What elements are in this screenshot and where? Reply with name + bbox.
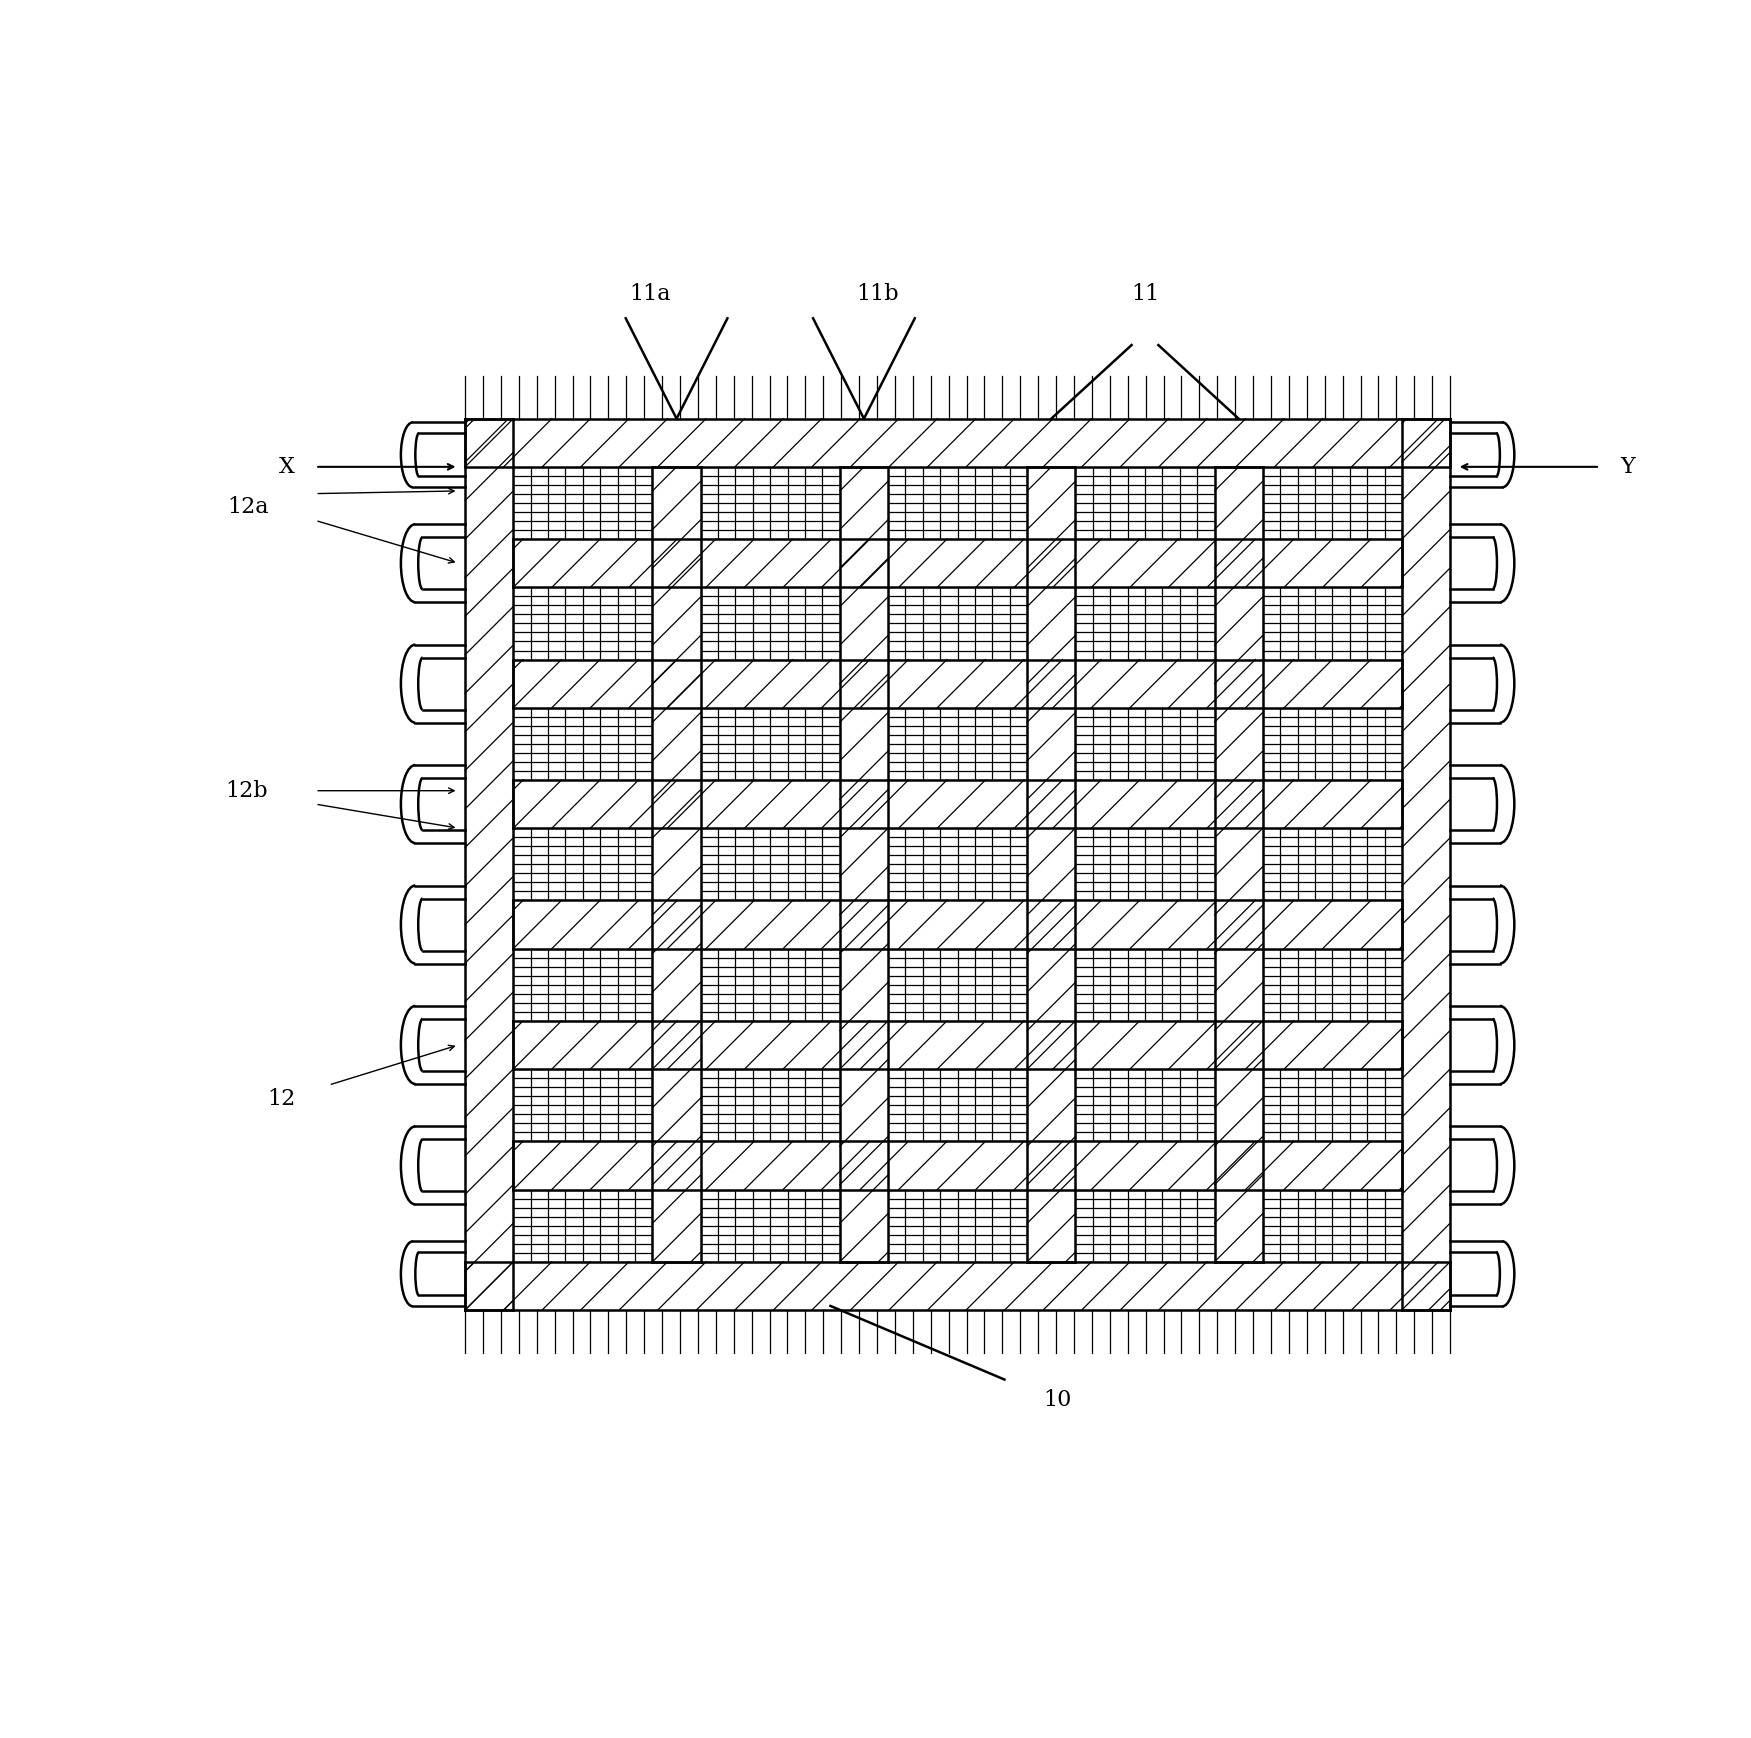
Polygon shape bbox=[1075, 949, 1215, 1020]
Polygon shape bbox=[513, 949, 653, 1020]
Polygon shape bbox=[840, 468, 888, 1262]
Polygon shape bbox=[700, 949, 840, 1020]
Text: 12b: 12b bbox=[226, 780, 268, 801]
Polygon shape bbox=[466, 419, 1450, 468]
Polygon shape bbox=[1075, 707, 1215, 780]
Polygon shape bbox=[700, 707, 840, 780]
Polygon shape bbox=[1075, 1189, 1215, 1262]
Polygon shape bbox=[1215, 468, 1262, 1262]
Polygon shape bbox=[700, 468, 840, 539]
Polygon shape bbox=[888, 707, 1028, 780]
Text: 12a: 12a bbox=[228, 495, 268, 518]
Polygon shape bbox=[513, 539, 1403, 587]
Polygon shape bbox=[700, 1189, 840, 1262]
Polygon shape bbox=[888, 1069, 1028, 1142]
Polygon shape bbox=[466, 1262, 1450, 1310]
Polygon shape bbox=[888, 829, 1028, 900]
Polygon shape bbox=[653, 468, 700, 1262]
Text: 11b: 11b bbox=[856, 283, 898, 304]
Polygon shape bbox=[513, 900, 1403, 949]
Text: 11: 11 bbox=[1131, 283, 1159, 304]
Polygon shape bbox=[513, 659, 1403, 707]
Polygon shape bbox=[700, 587, 840, 659]
Polygon shape bbox=[700, 829, 840, 900]
Polygon shape bbox=[888, 587, 1028, 659]
Polygon shape bbox=[513, 829, 653, 900]
Text: X: X bbox=[280, 455, 296, 478]
Polygon shape bbox=[513, 1189, 653, 1262]
Polygon shape bbox=[1262, 1189, 1403, 1262]
Polygon shape bbox=[1262, 1069, 1403, 1142]
Polygon shape bbox=[1075, 1069, 1215, 1142]
Text: 10: 10 bbox=[1044, 1389, 1072, 1411]
Polygon shape bbox=[1262, 949, 1403, 1020]
Polygon shape bbox=[1262, 468, 1403, 539]
Polygon shape bbox=[513, 1020, 1403, 1069]
Polygon shape bbox=[513, 1142, 1403, 1189]
Text: 12: 12 bbox=[266, 1088, 296, 1109]
Polygon shape bbox=[513, 707, 653, 780]
Text: Y: Y bbox=[1620, 455, 1635, 478]
Polygon shape bbox=[1262, 707, 1403, 780]
Polygon shape bbox=[513, 587, 653, 659]
Polygon shape bbox=[1075, 587, 1215, 659]
Polygon shape bbox=[1403, 419, 1450, 1310]
Polygon shape bbox=[1028, 468, 1075, 1262]
Polygon shape bbox=[888, 468, 1028, 539]
Polygon shape bbox=[513, 468, 653, 539]
Polygon shape bbox=[888, 949, 1028, 1020]
Polygon shape bbox=[700, 1069, 840, 1142]
Polygon shape bbox=[513, 1069, 653, 1142]
Polygon shape bbox=[466, 419, 513, 1310]
Polygon shape bbox=[1262, 587, 1403, 659]
Polygon shape bbox=[1075, 468, 1215, 539]
Polygon shape bbox=[513, 780, 1403, 829]
Polygon shape bbox=[1075, 829, 1215, 900]
Polygon shape bbox=[1262, 829, 1403, 900]
Text: 11a: 11a bbox=[629, 283, 671, 304]
Polygon shape bbox=[888, 1189, 1028, 1262]
